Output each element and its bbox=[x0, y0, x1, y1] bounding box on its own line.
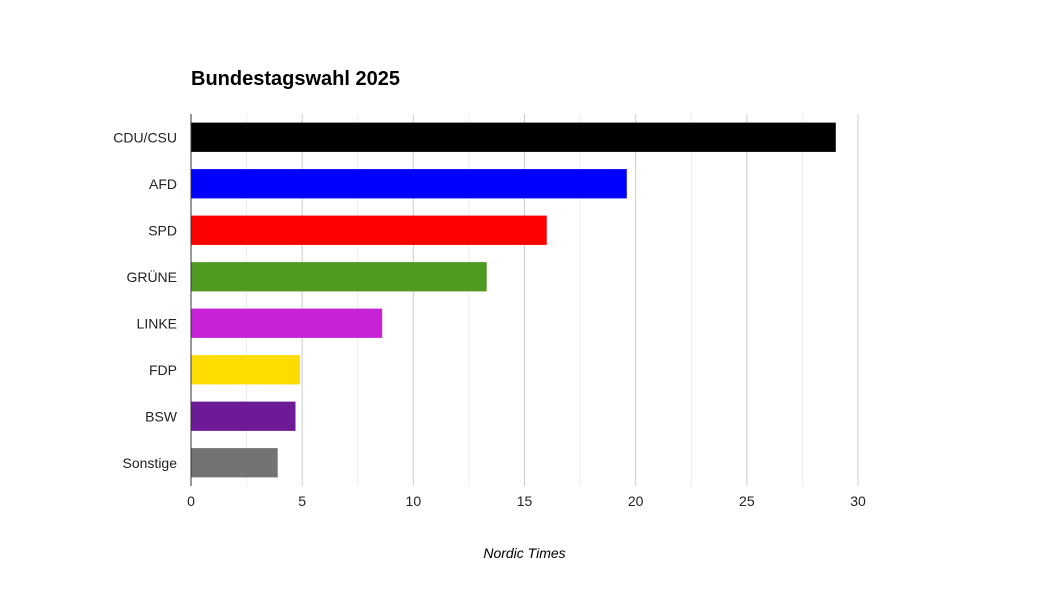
x-tick-label: 10 bbox=[406, 493, 422, 509]
bar-linke bbox=[191, 308, 383, 338]
category-label: BSW bbox=[145, 408, 178, 424]
x-tick-label: 30 bbox=[850, 493, 866, 509]
bars bbox=[191, 122, 836, 478]
category-label: SPD bbox=[148, 222, 177, 238]
category-label: AFD bbox=[149, 176, 177, 192]
category-label: Sonstige bbox=[123, 455, 178, 471]
bar-afd bbox=[191, 169, 627, 199]
x-tick-labels: 0 5 10 15 20 25 30 bbox=[187, 493, 866, 509]
bar-sonstige bbox=[191, 448, 278, 478]
source-caption: Nordic Times bbox=[483, 545, 566, 561]
bar-cdu-csu bbox=[191, 122, 836, 152]
category-label: CDU/CSU bbox=[113, 129, 177, 145]
category-labels: CDU/CSU AFD SPD GRÜNE LINKE FDP BSW Sonstige bbox=[113, 129, 178, 471]
x-tick-label: 15 bbox=[517, 493, 533, 509]
category-label: GRÜNE bbox=[126, 268, 177, 285]
x-tick-label: 5 bbox=[298, 493, 306, 509]
grid-lines bbox=[246, 114, 859, 486]
bar-grüne bbox=[191, 262, 487, 292]
bar-fdp bbox=[191, 355, 300, 385]
bar-spd bbox=[191, 215, 547, 245]
x-tick-label: 25 bbox=[739, 493, 755, 509]
category-label: FDP bbox=[149, 362, 177, 378]
chart-title: Bundestagswahl 2025 bbox=[191, 68, 400, 90]
category-label: LINKE bbox=[137, 315, 177, 331]
x-tick-label: 20 bbox=[628, 493, 644, 509]
x-tick-label: 0 bbox=[187, 493, 195, 509]
bar-bsw bbox=[191, 401, 296, 431]
